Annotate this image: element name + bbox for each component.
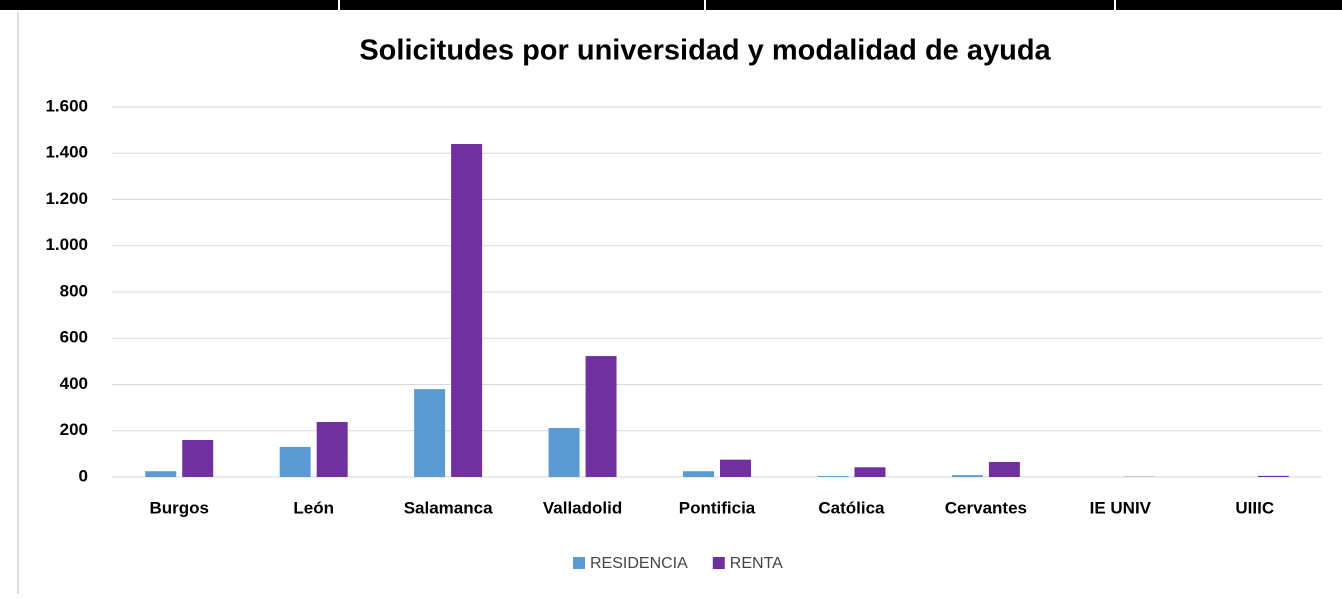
top-border [0, 0, 1342, 10]
x-tick-label: Burgos [149, 498, 209, 517]
x-tick-label: León [293, 498, 334, 517]
legend-swatch [573, 557, 585, 569]
x-tick-label: Cervantes [945, 498, 1027, 517]
bar [280, 447, 311, 477]
cell-divider [1114, 0, 1116, 10]
legend-label: RENTA [730, 555, 783, 572]
x-tick-label: IE UNIV [1090, 498, 1152, 517]
x-tick-label: Pontificia [679, 498, 756, 517]
x-tick-label: Salamanca [404, 498, 493, 517]
x-tick-label: UIIIC [1235, 498, 1274, 517]
y-tick-label: 1.000 [45, 235, 88, 254]
y-tick-label: 0 [79, 466, 88, 485]
y-tick-label: 600 [60, 328, 88, 347]
y-tick-label: 1.200 [45, 189, 88, 208]
legend-swatch [713, 557, 725, 569]
x-tick-label: Católica [818, 498, 885, 517]
cell-divider [704, 0, 706, 10]
y-tick-label: 200 [60, 420, 88, 439]
y-tick-label: 1.600 [45, 96, 88, 115]
bar [854, 467, 885, 477]
y-tick-label: 400 [60, 374, 88, 393]
bar [989, 462, 1020, 477]
bar [317, 422, 348, 477]
bar [720, 460, 751, 477]
bar [414, 389, 445, 477]
bar [817, 476, 848, 477]
bar [451, 144, 482, 477]
bar [182, 440, 213, 477]
y-tick-label: 1.400 [45, 143, 88, 162]
bar [952, 475, 983, 477]
bar [586, 356, 617, 477]
bar [683, 471, 714, 477]
cell-divider [338, 0, 340, 10]
bar [1258, 476, 1289, 477]
bar [145, 471, 176, 477]
legend-label: RESIDENCIA [590, 555, 688, 572]
y-tick-label: 800 [60, 281, 88, 300]
bar [549, 428, 580, 477]
x-tick-label: Valladolid [543, 498, 622, 517]
chart-title: Solicitudes por universidad y modalidad … [359, 35, 1051, 67]
